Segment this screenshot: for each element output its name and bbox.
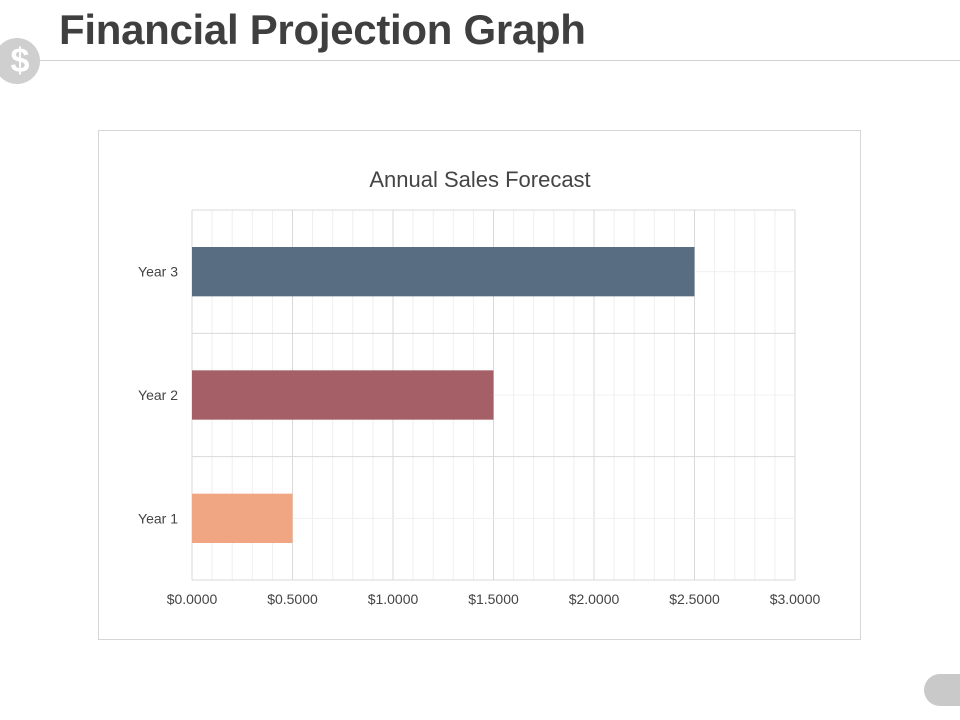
- title-divider: [40, 60, 960, 61]
- y-tick-label: Year 1: [138, 510, 178, 526]
- bar-year-3: [192, 247, 695, 297]
- x-tick-label: $3.0000: [770, 591, 821, 607]
- x-tick-label: $1.0000: [368, 591, 419, 607]
- bar-chart: Annual Sales Forecast Year 1 Year 2 Year 3…: [138, 167, 821, 607]
- x-tick-label: $2.5000: [669, 591, 720, 607]
- bar-year-2: [192, 370, 494, 420]
- dollar-badge: [0, 38, 40, 84]
- chart-container: Annual Sales Forecast Year 1 Year 2 Year 3…: [98, 130, 861, 640]
- x-tick-label: $0.5000: [267, 591, 318, 607]
- y-axis-labels: Year 1 Year 2 Year 3: [138, 264, 178, 527]
- x-tick-label: $0.0000: [167, 591, 218, 607]
- chart-title: Annual Sales Forecast: [369, 167, 590, 192]
- bar-year-1: [192, 493, 293, 543]
- bars: [192, 247, 695, 543]
- page-title: Financial Projection Graph: [59, 6, 586, 53]
- x-tick-label: $2.0000: [569, 591, 620, 607]
- y-tick-label: Year 3: [138, 264, 178, 280]
- slide-nav-button[interactable]: [924, 674, 960, 706]
- dollar-icon: $: [10, 42, 30, 80]
- y-tick-label: Year 2: [138, 387, 178, 403]
- x-axis-labels: $0.0000 $0.5000 $1.0000 $1.5000 $2.0000 $2.50…: [167, 591, 821, 607]
- x-tick-label: $1.5000: [468, 591, 519, 607]
